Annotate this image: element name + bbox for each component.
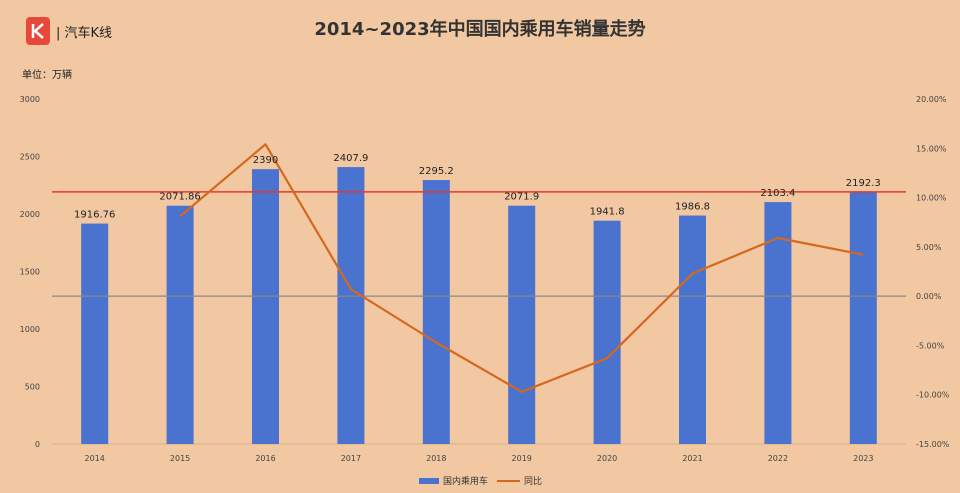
- bar: [166, 205, 194, 444]
- bar: [252, 169, 279, 444]
- bar: [679, 215, 706, 444]
- x-tick-label: 2022: [768, 454, 788, 463]
- y-right-tick-label: 0.00%: [916, 292, 942, 301]
- unit-label: 单位：万辆: [22, 70, 72, 81]
- y-left-tick-label: 0: [35, 440, 40, 449]
- y-right-tick-label: -10.00%: [916, 391, 950, 400]
- x-tick-label: 2014: [85, 454, 105, 463]
- y-left-tick-label: 1000: [20, 325, 40, 334]
- y-right-tick-label: 15.00%: [916, 144, 947, 153]
- legend-swatch-bar: [419, 478, 439, 484]
- x-tick-label: 2018: [426, 454, 446, 463]
- y-right-tick-label: 10.00%: [916, 194, 947, 203]
- y-left-tick-label: 2000: [20, 210, 40, 219]
- x-tick-label: 2020: [597, 454, 617, 463]
- x-tick-label: 2017: [341, 454, 361, 463]
- growth-line: [179, 143, 864, 393]
- bar-data-label: 2071.86: [159, 192, 200, 203]
- bar: [81, 223, 109, 444]
- legend-label-line: 同比: [524, 475, 542, 487]
- bar-data-label: 2192.3: [846, 178, 881, 189]
- bar: [508, 205, 536, 444]
- bar-data-label: 2390: [253, 155, 278, 166]
- bar-data-label: 2103.4: [760, 188, 795, 199]
- x-tick-label: 2015: [170, 454, 190, 463]
- y-left-tick-label: 1500: [20, 268, 40, 277]
- bar-data-label: 1986.8: [675, 202, 710, 213]
- bar-data-label: 1916.76: [74, 210, 115, 221]
- chart-title: 2014~2023年中国国内乘用车销量走势: [314, 19, 646, 40]
- logo-text: | 汽车K线: [56, 26, 113, 41]
- bar-data-label: 2295.2: [419, 166, 454, 177]
- y-left-tick-label: 500: [25, 383, 40, 392]
- x-tick-label: 2021: [682, 454, 702, 463]
- bar: [849, 191, 877, 444]
- bar: [593, 220, 621, 444]
- x-tick-label: 2016: [255, 454, 275, 463]
- bar-data-label: 2071.9: [504, 192, 539, 203]
- y-right-tick-label: -15.00%: [916, 440, 950, 449]
- y-left-tick-label: 2500: [20, 153, 40, 162]
- y-right-tick-label: 5.00%: [916, 243, 942, 252]
- x-tick-label: 2019: [512, 454, 532, 463]
- y-right-tick-label: 20.00%: [916, 95, 947, 104]
- bar: [337, 167, 365, 445]
- x-tick-label: 2023: [853, 454, 873, 463]
- logo-icon: [26, 17, 50, 45]
- y-left-tick-label: 3000: [20, 95, 40, 104]
- bar: [422, 180, 450, 444]
- bar-data-label: 1941.8: [590, 207, 625, 218]
- y-right-tick-label: -5.00%: [916, 341, 945, 350]
- bar-data-label: 2407.9: [333, 153, 368, 164]
- legend-label-bar: 国内乘用车: [443, 475, 488, 487]
